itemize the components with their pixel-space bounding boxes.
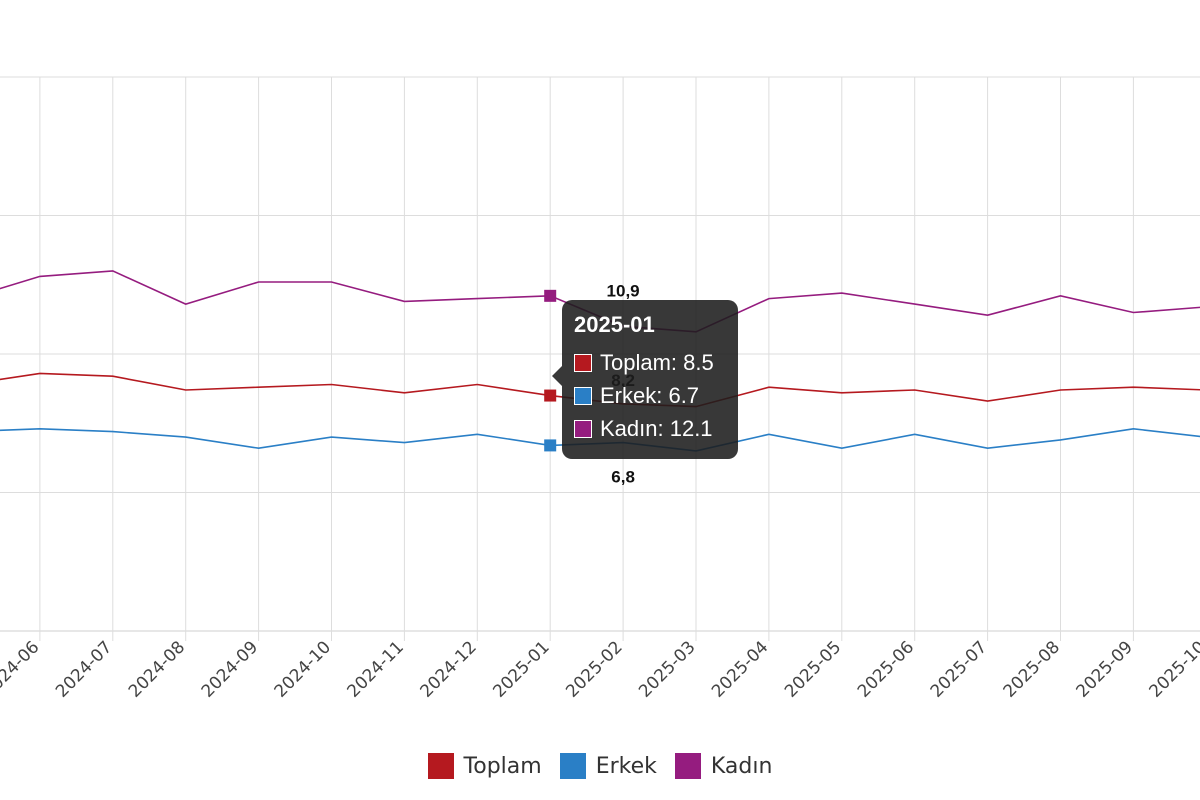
- tooltip-title: 2025-01: [574, 312, 655, 337]
- legend-label: Erkek: [595, 753, 657, 779]
- tooltip-swatch-kadin: [574, 419, 592, 438]
- x-tick-label: 2025-05: [781, 637, 845, 701]
- tooltip-row-erkek: Erkek: 6.7: [574, 379, 726, 412]
- markers: [544, 289, 557, 452]
- data-label: 6,8: [611, 468, 635, 487]
- legend-swatch-kadin: [674, 753, 701, 779]
- point-marker: [544, 289, 557, 302]
- tooltip-swatch-toplam: [574, 353, 592, 372]
- legend-item-erkek[interactable]: Erkek: [559, 753, 657, 779]
- legend-label: Toplam: [463, 753, 542, 779]
- tooltip-row-toplam: Toplam: 8.5: [574, 346, 726, 379]
- x-tick-label: 2024-09: [198, 637, 262, 701]
- tooltip-row-label: Toplam: 8.5: [600, 349, 714, 375]
- x-tick-label: 2024-11: [344, 637, 408, 701]
- x-axis-ticks: 2024-06 2024-07 2024-08 2024-09 2024-10 2024-…: [0, 637, 1200, 701]
- tooltip-row-kadin: Kadın: 12.1: [574, 412, 726, 445]
- legend-swatch-erkek: [559, 753, 586, 779]
- point-marker: [544, 389, 557, 402]
- tooltip-row-label: Kadın: 12.1: [600, 415, 713, 441]
- x-tick-label: 2025-07: [927, 637, 991, 701]
- x-tick-label: 2025-02: [562, 637, 626, 701]
- legend-item-toplam[interactable]: Toplam: [427, 753, 542, 779]
- x-tick-label: 2025-04: [708, 637, 772, 701]
- x-tick-label: 2025-10: [1145, 637, 1200, 701]
- x-tick-label: 2024-10: [271, 637, 335, 701]
- legend-item-kadin[interactable]: Kadın: [674, 753, 773, 779]
- legend: Toplam Erkek Kadın: [0, 748, 1200, 784]
- x-tick-label: 2025-09: [1073, 637, 1137, 701]
- x-tick-label: 2025-03: [635, 637, 699, 701]
- x-tick-label: 2024-06: [0, 637, 43, 701]
- legend-label: Kadın: [710, 753, 773, 779]
- data-label: 10,9: [607, 281, 640, 300]
- point-marker: [544, 439, 557, 452]
- x-tick-label: 2024-08: [125, 637, 189, 701]
- x-tick-label: 2024-07: [52, 637, 116, 701]
- x-tick-label: 2025-01: [489, 637, 553, 701]
- x-tick-label: 2025-06: [854, 637, 918, 701]
- tooltip: 2025-01 Toplam: 8.5 Erkek: 6.7 Kadın: 12…: [552, 300, 738, 459]
- tooltip-row-label: Erkek: 6.7: [600, 382, 700, 408]
- legend-swatch-toplam: [427, 753, 454, 779]
- x-tick-label: 2025-08: [1000, 637, 1064, 701]
- x-tick-label: 2024-12: [416, 637, 480, 701]
- tooltip-swatch-erkek: [574, 386, 592, 405]
